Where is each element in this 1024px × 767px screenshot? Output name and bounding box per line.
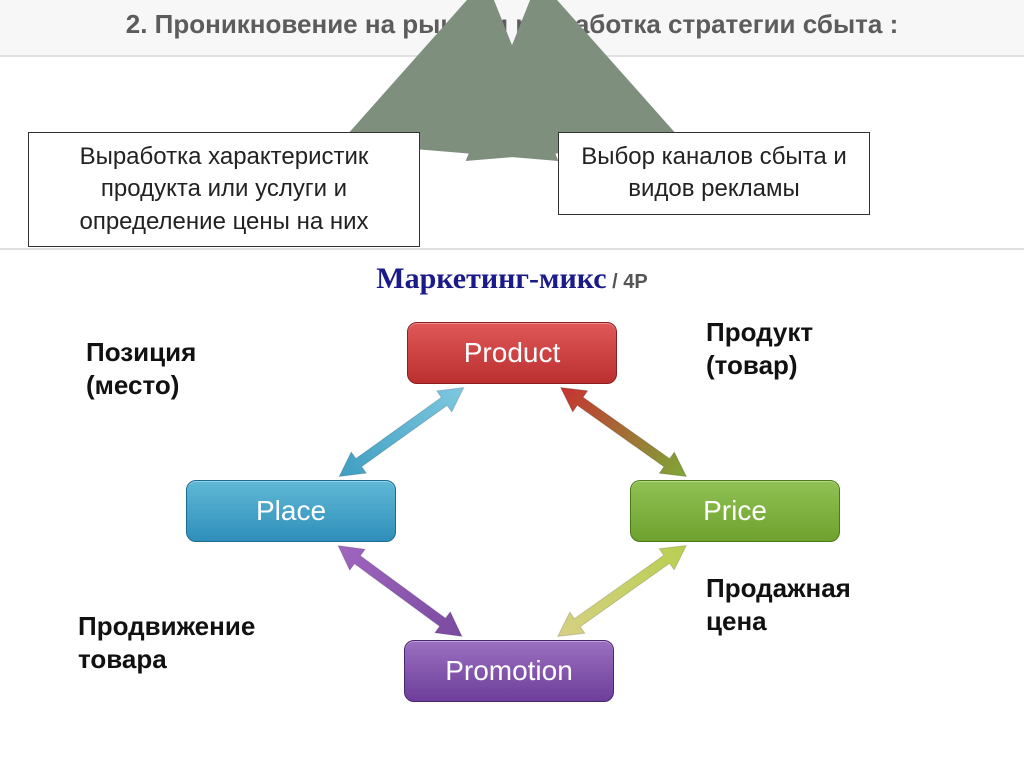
branch-right-box: Выбор каналов сбыта и видов рекламы [558, 132, 870, 215]
diagram-overlay: Выработка характеристик продукта или усл… [0, 0, 1024, 767]
mix-title: Маркетинг-микс / 4P [0, 262, 1024, 296]
node-product: Product [407, 322, 617, 384]
label-promotion-ru: Продвижениетовара [78, 610, 255, 675]
node-promotion: Promotion [404, 640, 614, 702]
node-price: Price [630, 480, 840, 542]
branch-underline [0, 248, 1024, 250]
label-place-ru: Позиция(место) [86, 336, 196, 401]
mix-title-sep: / [607, 271, 624, 293]
label-product-ru: Продукт(товар) [706, 316, 813, 381]
marketing-mix-diagram: Product Price Promotion Place Позиция(ме… [0, 300, 1024, 760]
mix-title-sub: 4P [623, 271, 647, 293]
mix-title-main: Маркетинг-микс [376, 262, 606, 295]
branch-left-box: Выработка характеристик продукта или усл… [28, 132, 420, 247]
node-place: Place [186, 480, 396, 542]
label-price-ru: Продажнаяцена [706, 572, 851, 637]
